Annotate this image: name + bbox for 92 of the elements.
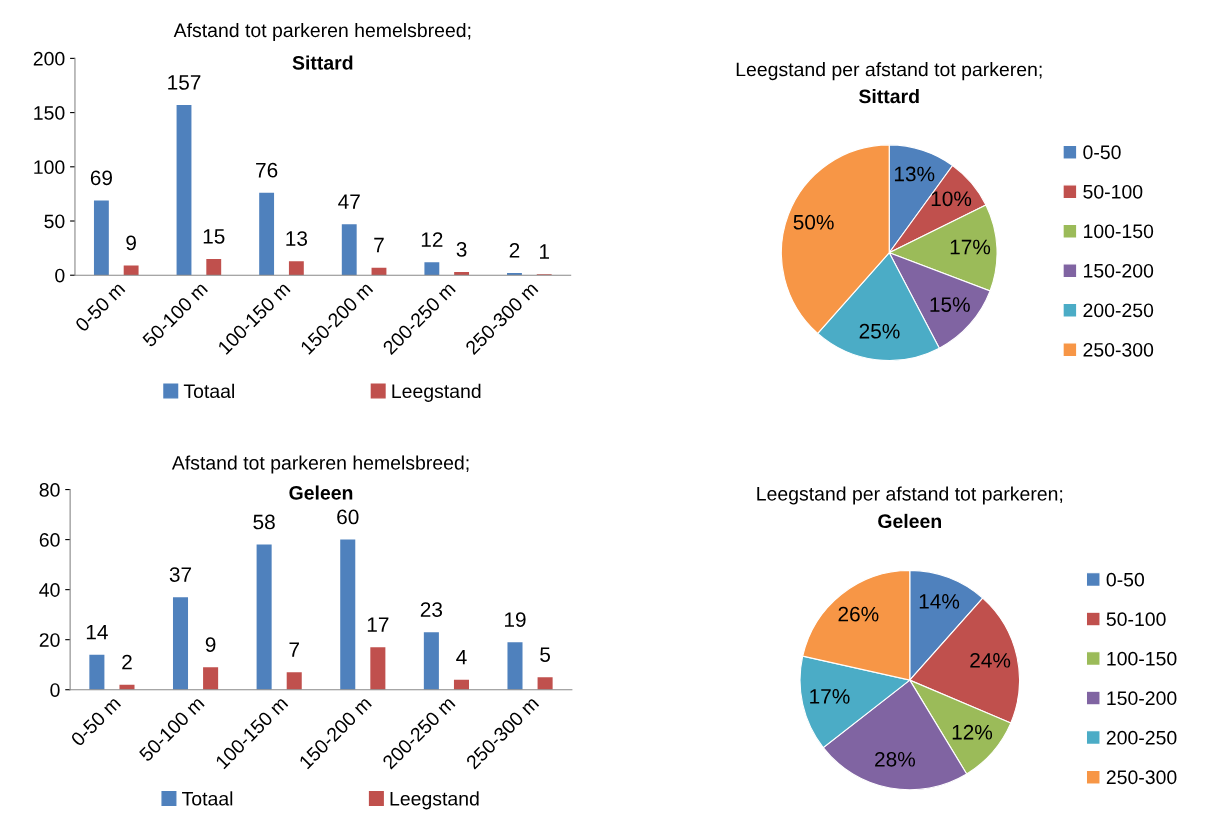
data-label: 12: [421, 232, 443, 247]
legend-label: Leegstand: [390, 791, 479, 810]
data-label: 37: [169, 567, 192, 582]
bar: [256, 544, 272, 690]
data-label: 12%: [952, 724, 993, 740]
legend-label: 50-100: [1083, 184, 1143, 199]
data-label: 28%: [875, 751, 915, 767]
data-label: 7: [374, 237, 384, 253]
data-label: 17%: [810, 689, 850, 704]
data-label: 15%: [930, 297, 970, 312]
x-tick-label: 0-50 m: [74, 281, 126, 333]
legend-label: 0-50: [1083, 145, 1121, 160]
chart-title: Leegstand per afstand tot parkeren;: [736, 62, 1042, 81]
y-tick-label: 50: [44, 214, 65, 229]
data-label: 13%: [894, 166, 935, 182]
data-label: 14%: [919, 594, 960, 609]
data-label: 14: [86, 624, 108, 640]
data-label: 5: [540, 647, 551, 662]
bar: [259, 192, 275, 276]
data-label: 23: [420, 602, 443, 617]
data-label: 2: [509, 243, 520, 258]
data-label: 47: [338, 194, 360, 209]
legend-label: 200-250: [1083, 303, 1154, 318]
bar: [288, 261, 304, 276]
data-label: 60: [337, 509, 359, 525]
chart-title: Afstand tot parkeren hemelsbreed;: [171, 455, 469, 474]
bar: [203, 667, 219, 690]
legend-label: Leegstand: [392, 383, 481, 402]
legend-label: Totaal: [183, 383, 234, 399]
data-label: 1: [540, 244, 549, 259]
chart-title: Leegstand per afstand tot parkeren;: [757, 486, 1063, 505]
bar: [172, 597, 189, 690]
bar: [424, 262, 440, 276]
data-label: 9: [205, 637, 216, 652]
data-label: 2: [122, 654, 132, 670]
y-tick-label: 60: [39, 533, 60, 547]
y-tick-label: 0: [55, 268, 65, 283]
chart-subtitle: Sittard: [858, 88, 919, 104]
bar: [370, 647, 386, 690]
bar: [176, 105, 192, 276]
chart-subtitle: Geleen: [289, 485, 353, 500]
data-label: 17: [367, 617, 389, 632]
legend-label: Totaal: [182, 791, 233, 806]
data-label: 17%: [950, 239, 991, 255]
legend-label: 150-200: [1107, 691, 1177, 706]
bar: [507, 642, 523, 690]
legend-label: 0-50: [1106, 572, 1145, 587]
data-label: 19: [505, 612, 526, 627]
legend-label: 250-300: [1106, 770, 1177, 785]
legend-label: 200-250: [1106, 730, 1177, 745]
chart-subtitle: Geleen: [878, 513, 941, 529]
y-tick-label: 40: [39, 583, 60, 597]
bar: [340, 539, 356, 690]
legend-label: 150-200: [1084, 263, 1154, 278]
data-label: 69: [90, 170, 112, 186]
y-tick-label: 100: [34, 160, 65, 175]
bar: [341, 224, 357, 276]
bar: [507, 273, 522, 276]
legend-label: 250-300: [1083, 342, 1154, 357]
bar: [286, 672, 302, 690]
data-label: 26%: [838, 606, 879, 622]
y-tick-label: 20: [39, 633, 60, 647]
data-label: 157: [168, 75, 201, 90]
data-label: 3: [456, 241, 467, 257]
y-tick-label: 150: [34, 106, 65, 120]
data-label: 25%: [859, 323, 900, 339]
data-label: 9: [126, 235, 136, 251]
data-label: 15: [203, 229, 225, 244]
data-label: 7: [289, 642, 299, 657]
bar: [537, 677, 553, 690]
data-label: 24%: [970, 652, 1011, 668]
data-label: 13: [286, 231, 308, 246]
data-label: 76: [256, 162, 278, 178]
bar: [123, 265, 139, 276]
data-label: 4: [456, 649, 467, 665]
legend-label: 100-150: [1084, 224, 1154, 239]
y-tick-label: 0: [50, 683, 60, 697]
legend-label: 100-150: [1107, 651, 1177, 666]
data-label: 58: [253, 514, 275, 530]
chart-title: Afstand tot parkeren hemelsbreed;: [173, 22, 471, 42]
bar: [206, 258, 222, 276]
bar: [89, 654, 105, 690]
bar: [423, 632, 439, 690]
x-tick-label: 0-50 m: [70, 695, 122, 747]
data-label: 10%: [931, 191, 972, 207]
bar: [93, 200, 109, 276]
y-tick-label: 200: [33, 51, 65, 66]
data-label: 50%: [793, 214, 834, 230]
bar: [454, 271, 470, 276]
chart-subtitle: Sittard: [292, 55, 353, 70]
legend-label: 50-100: [1106, 612, 1166, 627]
y-tick-label: 80: [39, 483, 60, 497]
